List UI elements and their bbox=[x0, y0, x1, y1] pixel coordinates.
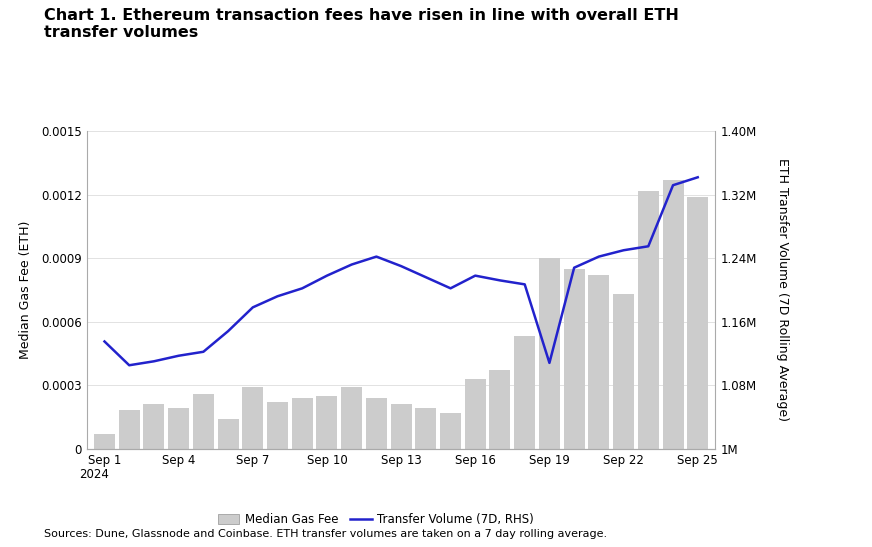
Bar bbox=[663, 180, 684, 449]
Transfer Volume (7D, RHS) bbox=[198, 348, 208, 355]
Transfer Volume (7D, RHS) bbox=[470, 272, 480, 279]
Transfer Volume (7D, RHS) bbox=[272, 293, 283, 300]
Y-axis label: ETH Transfer Volume (7D Rolling Average): ETH Transfer Volume (7D Rolling Average) bbox=[776, 159, 789, 421]
Transfer Volume (7D, RHS) bbox=[594, 253, 604, 260]
Bar bbox=[563, 269, 584, 449]
Bar bbox=[687, 197, 708, 449]
Bar bbox=[119, 410, 140, 449]
Text: Chart 1. Ethereum transaction fees have risen in line with overall ETH: Chart 1. Ethereum transaction fees have … bbox=[44, 8, 678, 23]
Transfer Volume (7D, RHS) bbox=[297, 285, 308, 292]
Bar bbox=[489, 370, 510, 449]
Transfer Volume (7D, RHS) bbox=[618, 247, 629, 253]
Bar bbox=[440, 412, 461, 449]
Bar bbox=[613, 294, 634, 449]
Legend: Median Gas Fee, Transfer Volume (7D, RHS): Median Gas Fee, Transfer Volume (7D, RHS… bbox=[213, 508, 539, 531]
Bar bbox=[366, 398, 387, 449]
Transfer Volume (7D, RHS) bbox=[174, 352, 184, 359]
Transfer Volume (7D, RHS) bbox=[494, 277, 505, 284]
Bar bbox=[168, 409, 189, 449]
Transfer Volume (7D, RHS) bbox=[446, 285, 456, 292]
Transfer Volume (7D, RHS) bbox=[99, 338, 110, 345]
Bar bbox=[267, 402, 288, 449]
Transfer Volume (7D, RHS) bbox=[371, 253, 382, 260]
Bar bbox=[415, 409, 436, 449]
Bar bbox=[391, 404, 412, 449]
Transfer Volume (7D, RHS) bbox=[420, 274, 431, 281]
Transfer Volume (7D, RHS) bbox=[322, 272, 332, 279]
Bar bbox=[317, 395, 337, 449]
Text: Sources: Dune, Glassnode and Coinbase. ETH transfer volumes are taken on a 7 day: Sources: Dune, Glassnode and Coinbase. E… bbox=[44, 529, 607, 539]
Bar bbox=[193, 393, 214, 449]
Transfer Volume (7D, RHS) bbox=[569, 264, 579, 271]
Bar bbox=[465, 379, 486, 449]
Y-axis label: Median Gas Fee (ETH): Median Gas Fee (ETH) bbox=[19, 221, 32, 359]
Bar bbox=[143, 404, 165, 449]
Transfer Volume (7D, RHS) bbox=[248, 304, 258, 311]
Bar bbox=[292, 398, 313, 449]
Transfer Volume (7D, RHS) bbox=[520, 281, 530, 288]
Bar bbox=[539, 258, 560, 449]
Text: transfer volumes: transfer volumes bbox=[44, 25, 198, 39]
Text: 2024: 2024 bbox=[79, 468, 109, 481]
Transfer Volume (7D, RHS) bbox=[149, 358, 160, 364]
Bar bbox=[341, 387, 362, 449]
Transfer Volume (7D, RHS) bbox=[223, 328, 234, 334]
Bar bbox=[218, 419, 239, 449]
Bar bbox=[514, 336, 535, 449]
Bar bbox=[242, 387, 263, 449]
Bar bbox=[637, 190, 659, 449]
Transfer Volume (7D, RHS) bbox=[668, 182, 678, 189]
Transfer Volume (7D, RHS) bbox=[544, 359, 555, 366]
Transfer Volume (7D, RHS) bbox=[692, 174, 703, 181]
Transfer Volume (7D, RHS) bbox=[643, 243, 653, 249]
Bar bbox=[94, 434, 115, 449]
Transfer Volume (7D, RHS) bbox=[396, 263, 406, 269]
Line: Transfer Volume (7D, RHS): Transfer Volume (7D, RHS) bbox=[105, 177, 698, 365]
Transfer Volume (7D, RHS) bbox=[346, 261, 357, 268]
Transfer Volume (7D, RHS) bbox=[124, 362, 134, 369]
Bar bbox=[589, 275, 610, 449]
